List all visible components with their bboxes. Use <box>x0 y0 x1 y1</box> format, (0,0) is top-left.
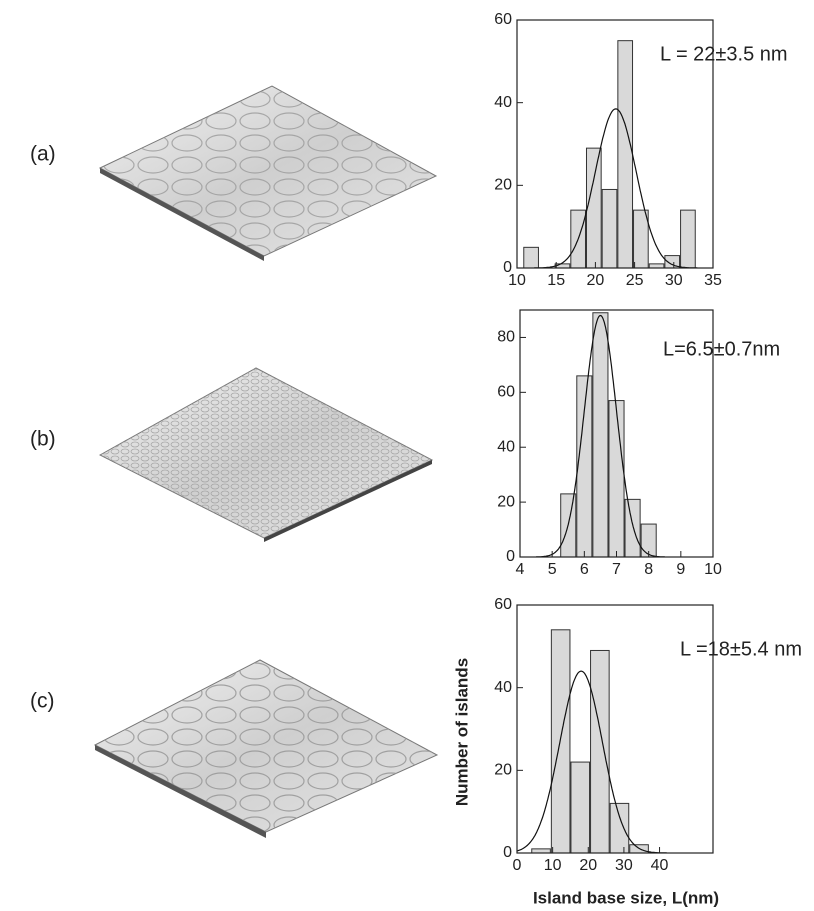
bar <box>531 848 551 854</box>
bar <box>601 188 618 269</box>
y-tick-label: 60 <box>494 11 512 28</box>
x-tick-label: 20 <box>579 857 597 874</box>
y-axis-label: Number of islands <box>452 658 471 806</box>
x-tick-label: 10 <box>544 857 562 874</box>
y-tick-label: 20 <box>494 762 512 779</box>
bar <box>590 649 610 854</box>
fit-curve <box>536 314 665 558</box>
y-tick-label: 0 <box>506 548 515 565</box>
x-tick-label: 4 <box>516 561 525 578</box>
panel-label: (a) <box>30 143 56 166</box>
annotation: L =18±5.4 nm <box>680 638 802 660</box>
y-tick-label: 80 <box>497 329 515 346</box>
bar <box>523 246 539 269</box>
x-tick-label: 30 <box>665 272 683 289</box>
x-tick-label: 15 <box>547 272 565 289</box>
bar <box>617 40 634 269</box>
bar <box>585 147 602 269</box>
bar <box>624 498 641 558</box>
axes-frame <box>519 309 714 558</box>
axes-frame <box>516 19 714 269</box>
bar <box>550 629 571 854</box>
bar <box>576 375 593 558</box>
x-tick-label: 25 <box>626 272 644 289</box>
bar <box>608 400 625 558</box>
x-tick-label: 9 <box>676 561 685 578</box>
x-tick-label: 7 <box>612 561 621 578</box>
x-tick-label: 40 <box>651 857 669 874</box>
x-tick-label: 5 <box>548 561 557 578</box>
bar <box>609 802 630 854</box>
x-tick-label: 35 <box>704 272 722 289</box>
bar <box>648 263 665 269</box>
bar <box>633 209 649 269</box>
x-axis-label: Island base size, L(nm) <box>533 888 719 907</box>
y-tick-label: 40 <box>497 438 515 455</box>
x-tick-label: 8 <box>644 561 653 578</box>
surface-c <box>93 659 439 838</box>
axes-frame <box>516 604 714 854</box>
bar <box>570 761 591 854</box>
fit-curve <box>534 108 698 269</box>
y-tick-label: 20 <box>497 493 515 510</box>
y-tick-label: 40 <box>494 94 512 111</box>
panel-label: (b) <box>30 428 56 451</box>
y-tick-label: 60 <box>494 596 512 613</box>
y-tick-label: 60 <box>497 384 515 401</box>
x-tick-label: 0 <box>513 857 522 874</box>
y-tick-label: 0 <box>503 259 512 276</box>
bar <box>592 312 609 558</box>
x-tick-label: 20 <box>587 272 605 289</box>
x-tick-label: 10 <box>704 561 722 578</box>
surface-b <box>98 367 434 542</box>
bar <box>680 209 696 269</box>
x-tick-label: 6 <box>580 561 589 578</box>
annotation: L=6.5±0.7nm <box>663 338 780 360</box>
y-tick-label: 40 <box>494 679 512 696</box>
y-tick-label: 0 <box>503 844 512 861</box>
surface-a <box>98 85 438 261</box>
panel-label: (c) <box>30 690 55 713</box>
y-tick-label: 20 <box>494 177 512 194</box>
annotation: L = 22±3.5 nm <box>660 43 788 65</box>
fit-curve <box>516 670 667 854</box>
x-tick-label: 30 <box>615 857 633 874</box>
x-tick-label: 10 <box>508 272 526 289</box>
